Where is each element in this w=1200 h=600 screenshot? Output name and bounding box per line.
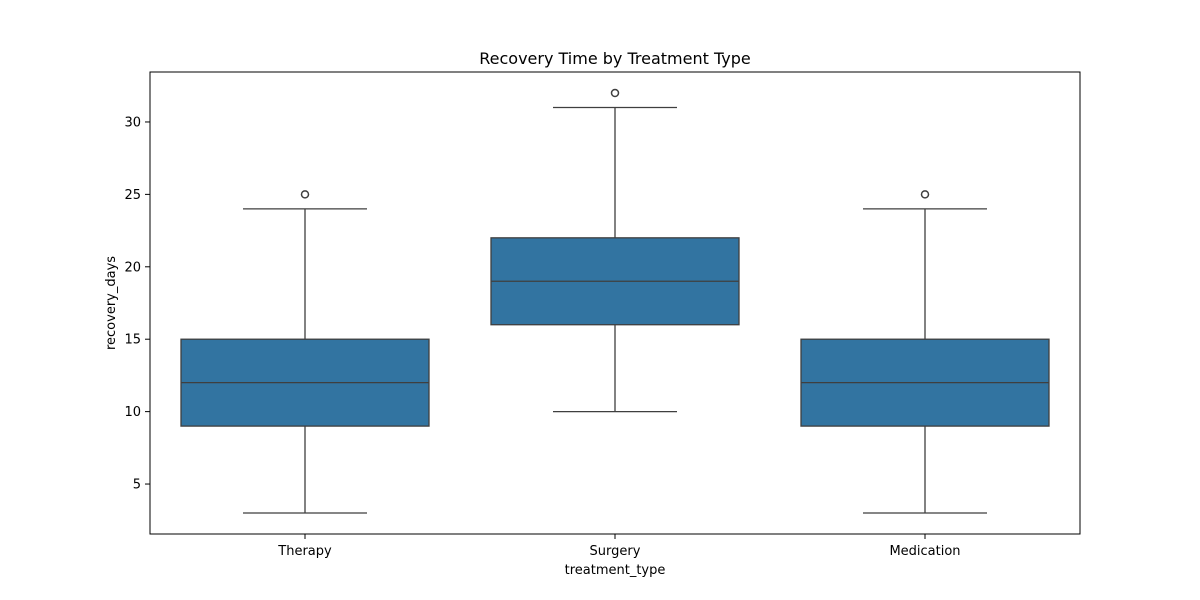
- outlier-point: [920, 190, 930, 199]
- box-group-surgery: [490, 88, 740, 413]
- y-tick-label: 25: [124, 188, 141, 203]
- x-tick-label: Surgery: [590, 544, 641, 559]
- boxes-layer: [180, 88, 1050, 514]
- box-group-medication: [800, 190, 1050, 514]
- x-tick-label: Therapy: [277, 544, 332, 559]
- y-tick-label: 20: [124, 260, 141, 275]
- y-tick-label: 30: [124, 115, 141, 130]
- y-tick-label: 5: [133, 478, 141, 493]
- x-axis: Therapy Surgery Medication: [277, 534, 961, 559]
- chart-title: Recovery Time by Treatment Type: [479, 49, 750, 68]
- y-axis: 5 10 15 20 25 30: [124, 115, 150, 493]
- x-tick-label: Medication: [889, 544, 960, 559]
- outlier-point: [300, 190, 310, 199]
- y-tick-label: 15: [124, 333, 141, 348]
- box-group-therapy: [180, 190, 430, 514]
- y-tick-label: 10: [124, 405, 141, 420]
- y-axis-label: recovery_days: [104, 256, 119, 350]
- x-axis-label: treatment_type: [565, 563, 666, 578]
- outlier-point: [610, 88, 620, 98]
